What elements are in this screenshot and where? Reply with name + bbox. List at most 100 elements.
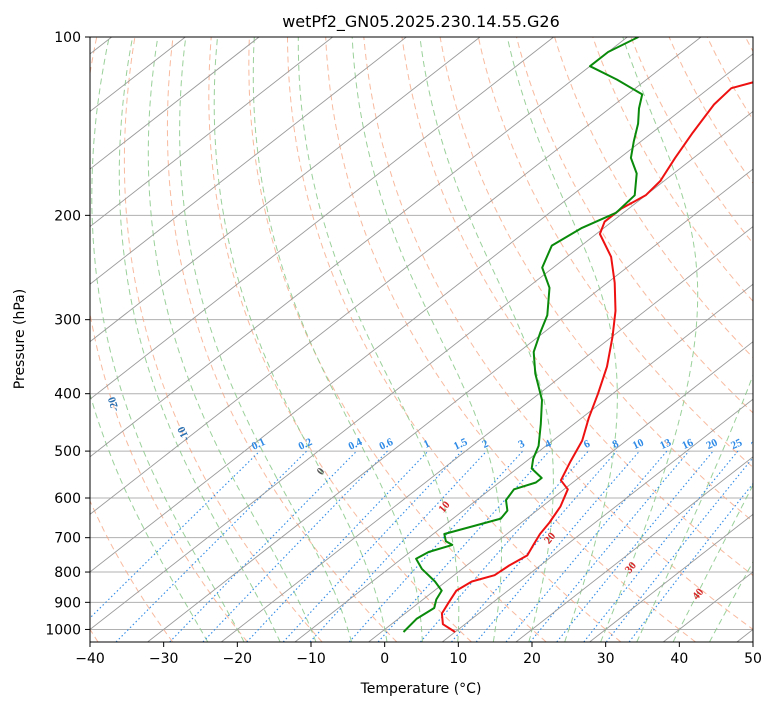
dry-adiabat-line (166, 37, 398, 642)
mixing-ratio-line (348, 450, 524, 642)
dry-adiabat-line (363, 37, 753, 631)
mixing-ratio-line (583, 450, 739, 642)
dry-adiabat-label: -10 (175, 424, 192, 443)
y-tick-label: 100 (54, 30, 81, 46)
plot-area: 0.10.20.40.611.52346810131620253036-100-… (90, 37, 765, 642)
mixing-ratio-label: 1 (422, 438, 432, 451)
mixing-ratio-label: 25 (729, 436, 744, 452)
dry-adiabat-line (439, 37, 753, 523)
moist-adiabat-line (351, 37, 502, 642)
x-tick-label: 10 (449, 651, 467, 667)
y-tick-label: 700 (54, 531, 81, 547)
profile-series (402, 37, 753, 633)
mixing-ratio-label: 3 (517, 438, 528, 451)
x-tick-label: 50 (744, 651, 762, 667)
x-tick-label: 30 (597, 651, 615, 667)
mixing-ratio-label: 0.4 (347, 436, 365, 453)
mixing-ratio-label: 6 (582, 438, 593, 451)
mixing-ratio-label: 4 (543, 438, 554, 451)
mixing-ratio-lines (90, 450, 753, 642)
moist-adiabat-line (118, 37, 281, 642)
mixing-ratio-label: 13 (658, 436, 673, 452)
dry-adiabats (90, 37, 753, 642)
x-tick-label: 20 (523, 651, 541, 667)
moist-adiabat-line (506, 37, 618, 642)
x-tick-label: −30 (149, 651, 179, 667)
isotherm-line (368, 341, 753, 642)
mixing-ratio-label: 8 (611, 438, 622, 451)
dry-adiabat-line (325, 37, 696, 642)
isotherm-line (90, 110, 753, 631)
moist-adiabat-line (179, 37, 353, 642)
mixing-ratio-line (309, 450, 488, 642)
isotherm-line (90, 37, 407, 285)
moist-adiabats (90, 37, 753, 642)
dewpoint-profile-line (402, 37, 644, 633)
isotherm-line (147, 168, 753, 642)
isotherm-line (294, 283, 753, 642)
y-tick-label: 600 (54, 491, 81, 507)
isotherm-line (515, 456, 753, 642)
background-line-labels: 0.10.20.40.611.52346810131620253036-100-… (106, 395, 765, 603)
mixing-ratio-line (628, 482, 753, 642)
moist-adiabat-line (147, 37, 317, 642)
y-axis-ticks: 100 200 300 400 500 600 700 800 900 1000 (45, 30, 90, 638)
x-tick-label: −20 (223, 651, 253, 667)
dry-adiabat-line (248, 37, 547, 642)
y-tick-label: 400 (54, 387, 81, 403)
temperature-profile-line (440, 81, 753, 633)
x-tick-label: 0 (380, 651, 389, 667)
mixing-ratio-label: 20 (704, 436, 719, 452)
dry-adiabat-line (592, 37, 753, 302)
x-tick-label: −10 (296, 651, 326, 667)
y-axis-label: Pressure (hPa) (12, 289, 28, 389)
mixing-ratio-label: 1.5 (452, 436, 470, 453)
moist-adiabat-line (297, 37, 460, 642)
moist-adiabat-line (636, 373, 753, 642)
dry-adiabat-line (477, 37, 753, 469)
x-tick-label: −40 (75, 651, 105, 667)
isotherm-line (90, 37, 260, 170)
y-tick-label: 300 (54, 313, 81, 329)
isotherm-line (90, 53, 753, 573)
mixing-ratio-line (556, 450, 714, 642)
y-tick-label: 900 (54, 595, 81, 611)
y-tick-label: 200 (54, 208, 81, 224)
y-tick-label: 500 (54, 444, 81, 460)
mixing-ratio-label: 16 (680, 436, 695, 452)
dry-adiabat-line (287, 37, 622, 642)
isotherm-line (90, 37, 481, 343)
isotherm-line (90, 37, 702, 515)
x-axis-ticks: −40 −30 −20 −10 0 10 20 30 40 50 (75, 642, 762, 667)
mixing-ratio-label: 2 (480, 438, 491, 451)
isotherm-line (441, 398, 753, 642)
moist-adiabat-line (600, 37, 699, 642)
moist-adiabat-line (213, 37, 388, 642)
dry-adiabat-label: -20 (106, 395, 122, 413)
mixing-ratio-line (505, 450, 668, 642)
mixing-ratio-label: 10 (631, 436, 646, 452)
moist-adiabat-line (252, 37, 423, 642)
mixing-ratio-line (90, 450, 261, 619)
dry-adiabat-line (90, 37, 248, 642)
dry-adiabat-line (123, 37, 323, 642)
mixing-ratio-label: 30 (750, 436, 765, 452)
isotherm-line (90, 37, 333, 228)
isotherm-line (220, 226, 753, 642)
mixing-ratio-label: 0.6 (377, 436, 395, 453)
moist-adiabat-line (91, 37, 245, 642)
y-tick-label: 800 (54, 565, 81, 581)
plot-frame (89, 36, 754, 643)
mixing-ratio-line (202, 450, 388, 642)
x-tick-label: 40 (670, 651, 688, 667)
x-axis-label: Temperature (°C) (360, 681, 482, 697)
y-tick-label: 1000 (45, 622, 81, 638)
dry-adiabat-line (554, 37, 753, 359)
isotherm-line (90, 37, 628, 458)
isotherm-line (589, 513, 753, 642)
dry-adiabat-line (401, 37, 753, 577)
mixing-ratio-label: 0.1 (250, 436, 268, 453)
chart-title: wetPf2_GN05.2025.230.14.55.G26 (282, 12, 560, 32)
moist-adiabat-line (672, 483, 753, 642)
